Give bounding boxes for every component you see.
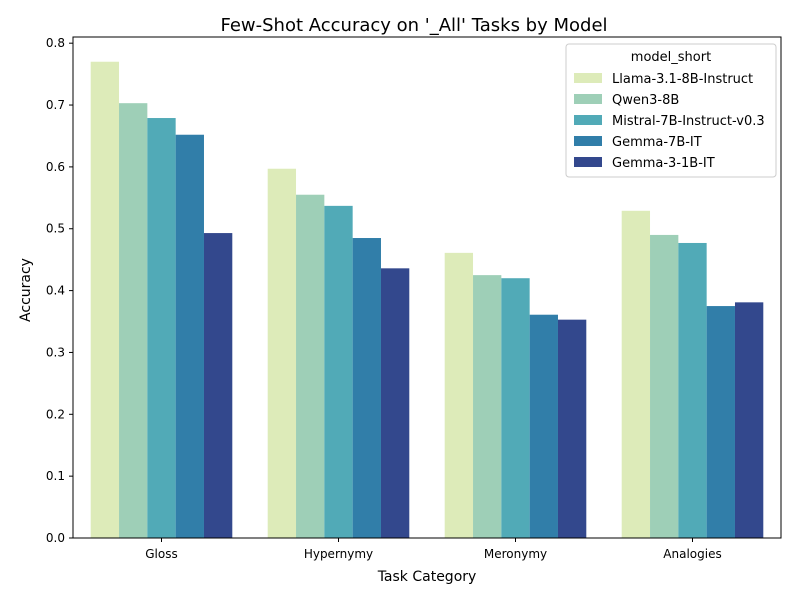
bar bbox=[324, 205, 353, 539]
bar bbox=[650, 234, 679, 538]
bar bbox=[678, 242, 707, 538]
bar bbox=[529, 314, 558, 538]
plot-area bbox=[72, 36, 782, 539]
y-tick-label: 0.3 bbox=[46, 345, 65, 359]
y-tick-label: 0.7 bbox=[46, 98, 65, 112]
plot-frame bbox=[72, 36, 782, 539]
bar bbox=[119, 103, 148, 539]
y-tick-label: 0.8 bbox=[46, 36, 65, 50]
y-tick-label: 0.2 bbox=[46, 407, 65, 421]
y-axis: 0.0 0.1 0.2 0.3 0.4 0.5 0.6 0.7 0.8 bbox=[46, 36, 73, 545]
legend-swatch bbox=[574, 115, 602, 125]
x-axis: Gloss Hypernymy Meronymy Analogies bbox=[145, 538, 722, 561]
y-tick-label: 0.5 bbox=[46, 222, 65, 236]
bar bbox=[352, 238, 381, 538]
x-tick-label: Gloss bbox=[145, 547, 177, 561]
legend-box bbox=[565, 43, 777, 178]
bar bbox=[621, 210, 651, 539]
chart-title: Few-Shot Accuracy on '_All' Tasks by Mod… bbox=[220, 15, 607, 36]
bar bbox=[203, 233, 233, 538]
x-tick-label: Meronymy bbox=[484, 547, 547, 561]
legend-swatch bbox=[574, 94, 602, 104]
y-tick-label: 0.0 bbox=[46, 531, 65, 545]
bar bbox=[296, 194, 325, 538]
legend-swatch bbox=[574, 73, 602, 83]
bar bbox=[380, 268, 410, 538]
y-tick-label: 0.1 bbox=[46, 469, 65, 483]
bar bbox=[90, 61, 120, 539]
legend-label: Mistral-7B-Instruct-v0.3 bbox=[612, 114, 765, 129]
y-axis-title: Accuracy bbox=[18, 258, 34, 322]
bar bbox=[473, 275, 502, 538]
bar bbox=[706, 306, 735, 538]
bar bbox=[147, 118, 176, 538]
x-tick-label: Analogies bbox=[663, 547, 721, 561]
bar bbox=[267, 168, 297, 539]
legend-title: model_short bbox=[631, 50, 711, 65]
bar bbox=[557, 319, 587, 538]
bar bbox=[501, 278, 530, 538]
y-tick-label: 0.4 bbox=[46, 284, 65, 298]
bar bbox=[444, 252, 474, 539]
legend-swatch bbox=[574, 136, 602, 146]
legend-label: Gemma-7B-IT bbox=[612, 135, 702, 150]
legend-label: Llama-3.1-8B-Instruct bbox=[612, 72, 753, 87]
bar bbox=[175, 134, 204, 539]
legend-label: Qwen3-8B bbox=[612, 93, 679, 108]
y-tick-label: 0.6 bbox=[46, 160, 65, 174]
x-tick-label: Hypernymy bbox=[304, 547, 373, 561]
legend: model_short Llama-3.1-8B-Instruct Qwen3-8B… bbox=[565, 43, 777, 178]
legend-swatch bbox=[574, 157, 602, 167]
bar bbox=[734, 302, 764, 538]
x-axis-title: Task Category bbox=[377, 569, 477, 585]
legend-label: Gemma-3-1B-IT bbox=[612, 156, 715, 171]
